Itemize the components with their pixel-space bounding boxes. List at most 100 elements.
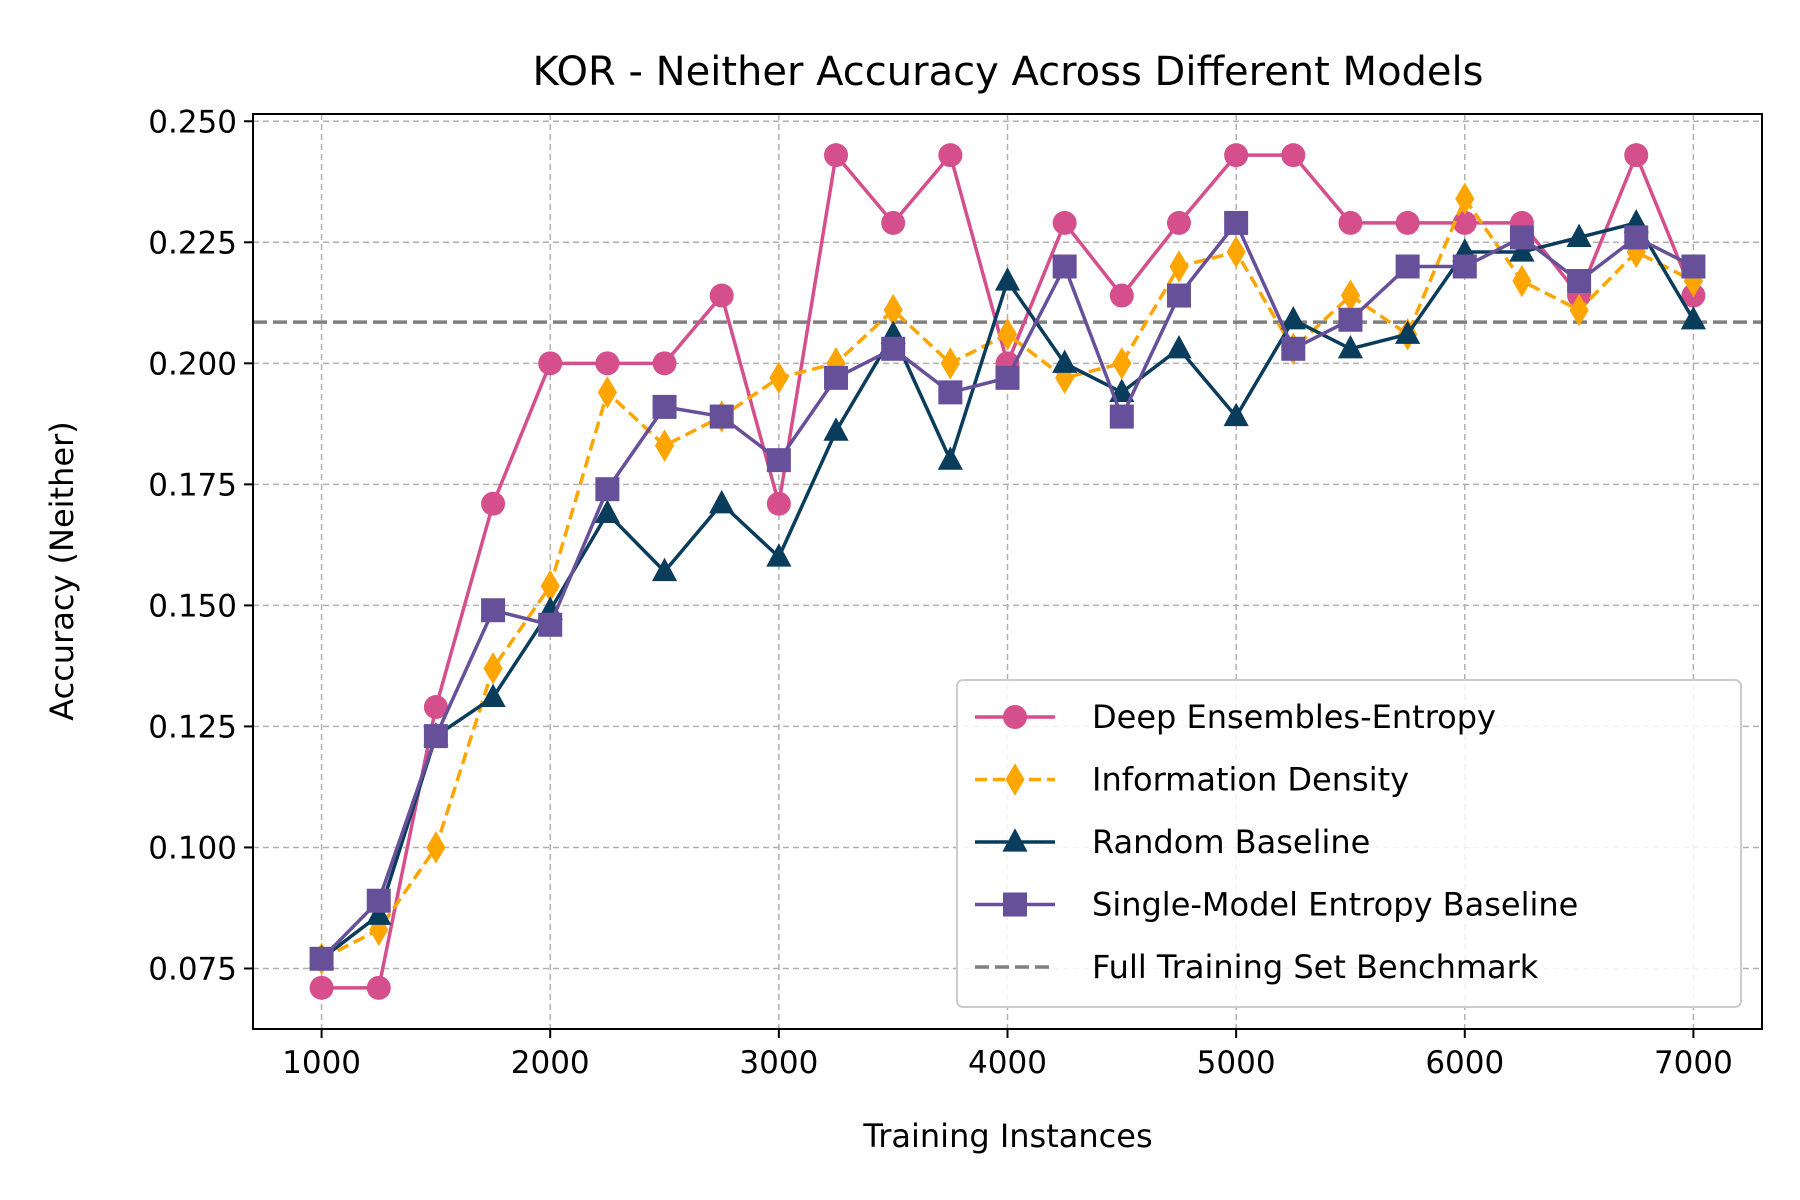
data-point	[1224, 210, 1249, 235]
data-point	[1624, 143, 1649, 168]
y-axis: 0.075 0.100 0.125 0.150 0.175 0.200 0.225 0.250	[148, 104, 253, 987]
x-axis: 1000 2000 3000 4000 5000 6000 7000	[282, 1029, 1733, 1081]
data-point	[1340, 279, 1361, 312]
legend-swatch-marker	[1002, 828, 1028, 852]
legend-label: Information Density	[1092, 761, 1409, 799]
data-point	[1224, 143, 1249, 168]
data-point	[369, 913, 389, 946]
data-point	[1395, 320, 1421, 344]
data-point	[651, 557, 678, 582]
x-tick-label: 2000	[511, 1045, 590, 1081]
data-point	[1338, 210, 1363, 235]
data-point	[1337, 335, 1364, 359]
legend-entry: Random Baseline	[975, 823, 1370, 861]
chart-title: KOR - Neither Accuracy Across Different …	[533, 49, 1484, 95]
data-point	[1452, 254, 1477, 279]
data-point	[881, 336, 906, 361]
data-point	[881, 210, 906, 235]
y-tick-label: 0.075	[148, 951, 237, 987]
data-point	[940, 347, 960, 380]
data-point	[995, 365, 1020, 390]
legend-label: Random Baseline	[1092, 823, 1370, 861]
x-tick-label: 6000	[1425, 1045, 1504, 1081]
data-point	[823, 417, 849, 441]
data-point	[423, 724, 448, 749]
x-tick-label: 4000	[968, 1045, 1047, 1081]
data-point	[1112, 347, 1132, 380]
data-point	[597, 376, 617, 409]
legend-entry: Single-Model Entropy Baseline	[975, 886, 1578, 924]
y-tick-label: 0.250	[148, 104, 237, 140]
y-tick-label: 0.100	[148, 830, 237, 866]
data-point	[709, 283, 734, 308]
data-point	[709, 404, 734, 429]
data-point	[538, 612, 563, 637]
data-point	[1566, 223, 1592, 248]
data-point	[1169, 250, 1189, 283]
data-point	[366, 888, 391, 913]
y-tick-label: 0.225	[148, 225, 237, 261]
data-point	[366, 901, 392, 925]
data-point	[481, 598, 506, 623]
data-point	[938, 143, 963, 168]
data-point	[595, 477, 620, 502]
data-point	[824, 365, 849, 390]
data-point	[1395, 254, 1420, 279]
data-point	[480, 683, 506, 707]
y-tick-label: 0.175	[148, 467, 237, 503]
series-layer	[308, 143, 1707, 1000]
data-point	[994, 267, 1021, 291]
data-point	[1109, 283, 1134, 308]
legend-label: Full Training Set Benchmark	[1092, 948, 1539, 986]
data-point	[309, 946, 334, 971]
series-3	[309, 210, 1706, 971]
data-point	[1052, 254, 1077, 279]
data-point	[595, 351, 620, 376]
legend-entry: Deep Ensembles-Entropy	[975, 698, 1496, 736]
data-point	[426, 831, 446, 864]
data-point	[1281, 143, 1306, 168]
legend-swatch-marker	[1003, 705, 1027, 729]
data-point	[423, 695, 448, 720]
data-point	[1166, 283, 1191, 308]
data-point	[483, 652, 503, 685]
data-point	[654, 429, 675, 462]
data-point	[540, 569, 560, 603]
data-point	[1681, 254, 1706, 279]
data-point	[1626, 235, 1646, 269]
data-point	[1512, 264, 1532, 298]
data-point	[1338, 307, 1363, 332]
y-tick-label: 0.125	[148, 709, 237, 745]
data-point	[1509, 238, 1535, 262]
data-point	[1569, 293, 1589, 327]
data-point	[1226, 235, 1246, 269]
data-point	[1166, 210, 1191, 235]
x-tick-label: 1000	[282, 1045, 361, 1081]
data-point	[824, 143, 849, 168]
legend-swatch-marker	[1003, 892, 1027, 917]
data-point	[766, 491, 791, 516]
data-point	[1567, 269, 1592, 294]
data-point	[652, 394, 677, 419]
x-tick-label: 7000	[1654, 1045, 1733, 1081]
data-point	[1109, 404, 1134, 429]
data-point	[1509, 225, 1534, 250]
data-point	[997, 318, 1018, 351]
data-point	[538, 351, 563, 376]
data-point	[1052, 349, 1078, 373]
legend-entry: Information Density	[975, 761, 1409, 799]
data-point	[1395, 210, 1420, 235]
data-point	[1052, 210, 1077, 235]
data-point	[652, 351, 677, 376]
data-point	[1281, 336, 1306, 361]
data-point	[366, 975, 391, 1000]
x-tick-label: 5000	[1197, 1045, 1276, 1081]
data-point	[883, 293, 903, 327]
legend-label: Deep Ensembles-Entropy	[1092, 698, 1496, 736]
legend-entry: Full Training Set Benchmark	[975, 948, 1539, 986]
data-point	[766, 448, 791, 473]
legend-swatch-marker	[1005, 763, 1025, 796]
